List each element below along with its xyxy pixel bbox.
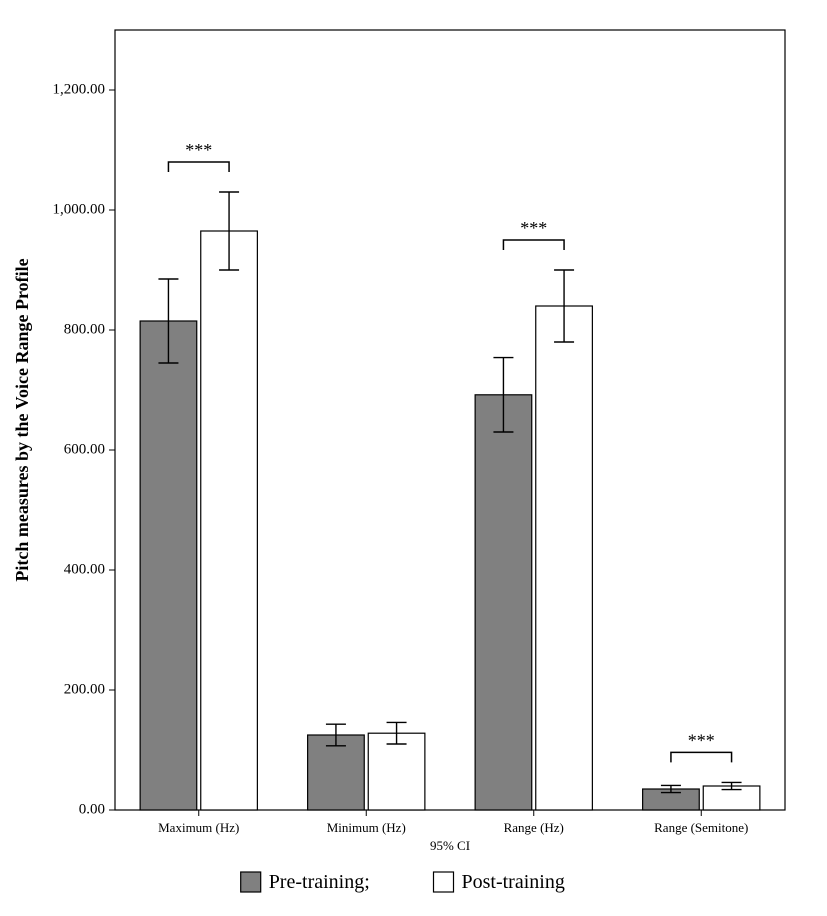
chart-container: 0.00 200.00 400.00 600.00 800.00 1,000.00 1,20… xyxy=(0,0,827,916)
y-tick-label: 0.00 xyxy=(79,801,105,817)
y-tick-label: 1,000.00 xyxy=(53,201,106,217)
significance-marker: *** xyxy=(520,218,547,238)
legend-swatch xyxy=(241,872,261,892)
significance-marker: *** xyxy=(185,140,212,160)
x-tick-label: Range (Hz) xyxy=(504,820,564,835)
bar xyxy=(368,733,425,810)
bar xyxy=(140,321,197,810)
x-tick-label: Maximum (Hz) xyxy=(158,820,239,835)
legend-label: Post-training xyxy=(462,871,565,893)
bar xyxy=(475,395,532,810)
significance-marker: *** xyxy=(688,730,715,750)
y-tick-label: 1,200.00 xyxy=(53,81,106,97)
y-tick-label: 200.00 xyxy=(64,681,105,697)
y-tick-label: 400.00 xyxy=(64,561,105,577)
y-axis-title: Pitch measures by the Voice Range Profil… xyxy=(12,258,32,581)
legend-label: Pre-training; xyxy=(269,871,370,893)
y-tick-label: 800.00 xyxy=(64,321,105,337)
bar xyxy=(201,231,258,810)
legend-swatch xyxy=(434,872,454,892)
x-axis-sublabel: 95% CI xyxy=(430,838,470,853)
bar-chart-svg: 0.00 200.00 400.00 600.00 800.00 1,000.00 1,20… xyxy=(0,0,827,916)
x-tick-label: Range (Semitone) xyxy=(654,820,748,835)
bar xyxy=(536,306,593,810)
x-tick-label: Minimum (Hz) xyxy=(327,820,406,835)
y-tick-label: 600.00 xyxy=(64,441,105,457)
